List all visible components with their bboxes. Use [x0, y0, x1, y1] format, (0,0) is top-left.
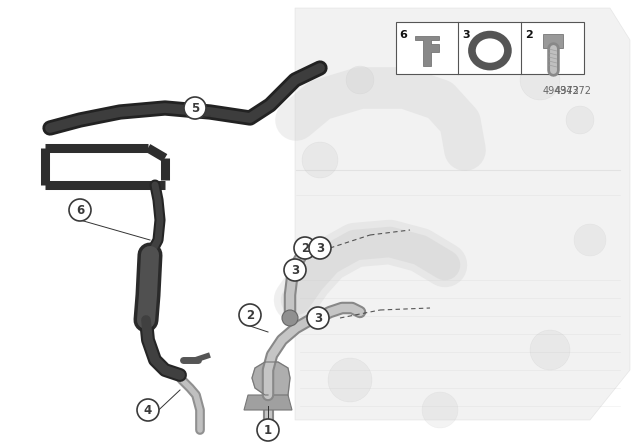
- Text: 6: 6: [76, 203, 84, 216]
- Circle shape: [566, 106, 594, 134]
- Circle shape: [184, 97, 206, 119]
- Circle shape: [302, 142, 338, 178]
- Circle shape: [346, 66, 374, 94]
- Text: 2: 2: [246, 309, 254, 322]
- Text: 4: 4: [144, 404, 152, 417]
- Circle shape: [137, 399, 159, 421]
- Circle shape: [257, 419, 279, 441]
- Circle shape: [239, 304, 261, 326]
- Text: 2: 2: [525, 30, 533, 39]
- Text: 3: 3: [463, 30, 470, 39]
- Circle shape: [307, 307, 329, 329]
- Text: 1: 1: [264, 423, 272, 436]
- Polygon shape: [295, 8, 630, 420]
- Circle shape: [284, 259, 306, 281]
- Text: 5: 5: [191, 102, 199, 115]
- Circle shape: [69, 199, 91, 221]
- Text: 3: 3: [316, 241, 324, 254]
- Bar: [543, 34, 563, 47]
- Circle shape: [294, 237, 316, 259]
- Circle shape: [468, 48, 492, 72]
- Circle shape: [422, 392, 458, 428]
- Text: 494372: 494372: [542, 86, 579, 96]
- Circle shape: [574, 224, 606, 256]
- Polygon shape: [252, 362, 290, 395]
- Text: 2: 2: [301, 241, 309, 254]
- Polygon shape: [244, 395, 292, 410]
- Circle shape: [309, 237, 331, 259]
- Ellipse shape: [478, 41, 502, 60]
- Circle shape: [530, 330, 570, 370]
- Text: 3: 3: [314, 311, 322, 324]
- Polygon shape: [415, 35, 439, 65]
- Text: 494372: 494372: [554, 86, 591, 96]
- Circle shape: [328, 358, 372, 402]
- Circle shape: [302, 240, 318, 256]
- Circle shape: [520, 60, 560, 100]
- Bar: [396, 22, 584, 74]
- Text: 3: 3: [291, 263, 299, 276]
- Text: 6: 6: [399, 30, 408, 39]
- Circle shape: [282, 310, 298, 326]
